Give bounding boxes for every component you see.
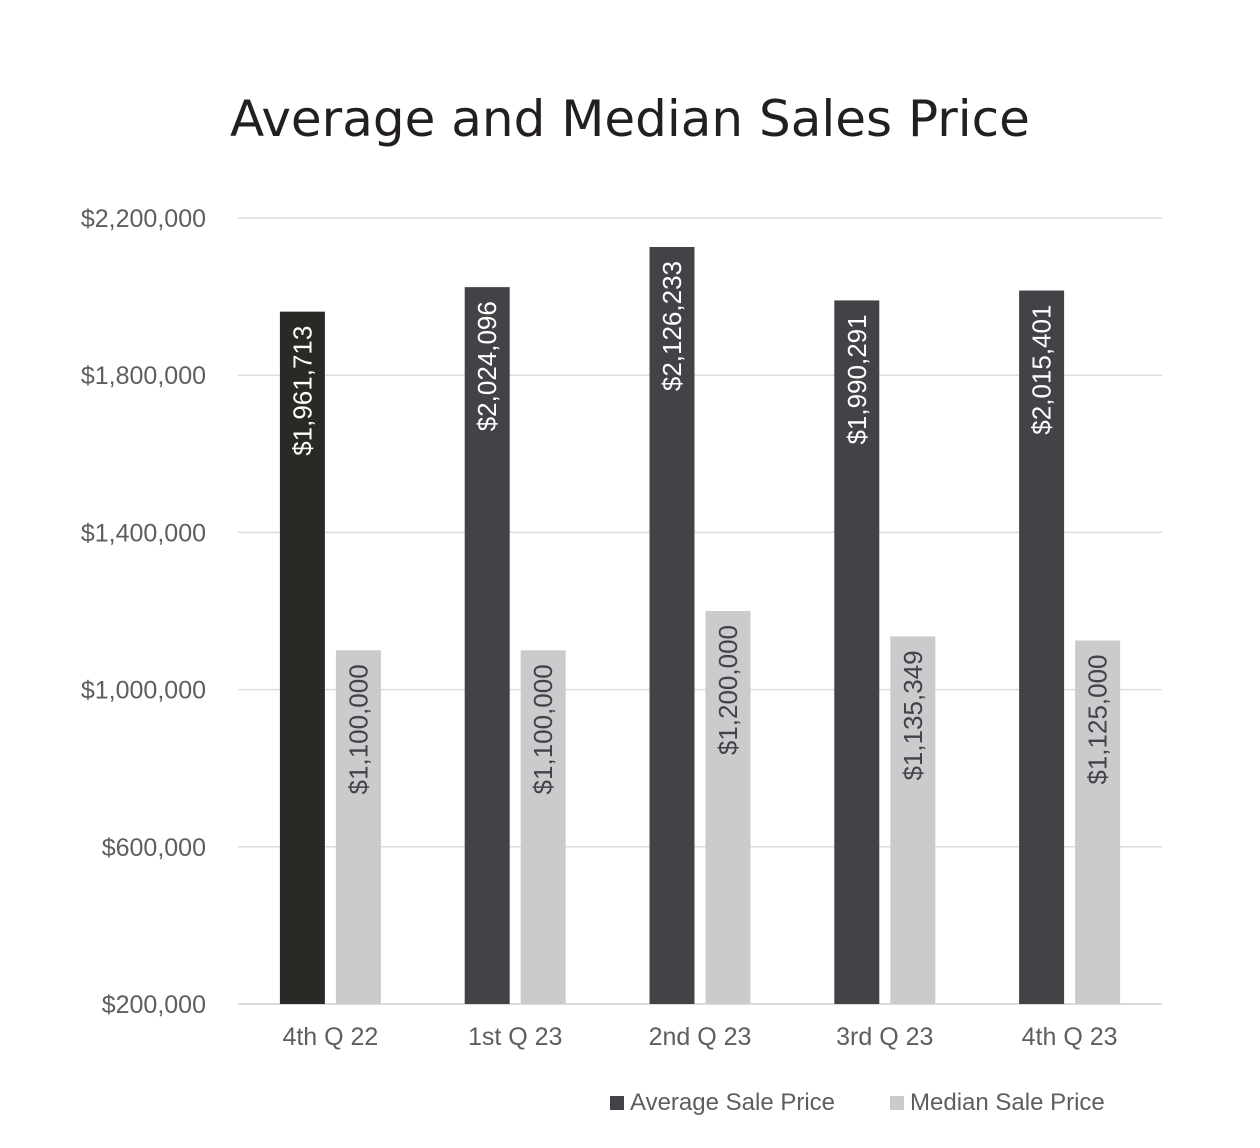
data-label-average: $2,126,233 xyxy=(657,261,687,391)
bar-median-sale-price xyxy=(890,636,936,1004)
bar-average-sale-price xyxy=(464,287,510,1005)
x-axis-ticks: 4th Q 22 1st Q 23 2nd Q 23 3rd Q 23 4th Q 23 xyxy=(282,1023,1117,1051)
bars xyxy=(279,246,1121,1005)
legend: Average Sale Price Median Sale Price xyxy=(610,1089,1105,1116)
data-label-average: $2,015,401 xyxy=(1027,305,1057,435)
data-label-median: $1,200,000 xyxy=(713,625,743,755)
y-tick-label: $200,000 xyxy=(102,991,206,1019)
y-tick-label: $2,200,000 xyxy=(81,205,206,233)
chart-title: Average and Median Sales Price xyxy=(230,90,1030,148)
grid-lines xyxy=(238,217,1162,1005)
data-label-average: $1,990,291 xyxy=(842,314,872,444)
bar-median-sale-price xyxy=(335,650,381,1004)
bar-average-sale-price xyxy=(1019,290,1065,1005)
bar-median-sale-price xyxy=(520,650,566,1004)
x-tick-label: 2nd Q 23 xyxy=(649,1023,752,1051)
x-tick-label: 4th Q 22 xyxy=(282,1023,378,1051)
bar-average-sale-price xyxy=(834,300,880,1004)
data-labels: $1,961,713 $1,100,000 $2,024,096 $1,100,000… xyxy=(287,261,1112,794)
bar-median-sale-price xyxy=(1075,640,1121,1004)
data-label-median: $1,100,000 xyxy=(343,664,373,794)
y-tick-label: $1,800,000 xyxy=(81,362,206,390)
data-label-median: $1,125,000 xyxy=(1083,654,1113,784)
y-tick-label: $1,400,000 xyxy=(81,519,206,547)
legend-swatch-average xyxy=(610,1096,624,1110)
data-label-average: $2,024,096 xyxy=(472,301,502,431)
data-label-average: $1,961,713 xyxy=(287,326,317,456)
data-label-median: $1,135,349 xyxy=(898,650,928,780)
legend-label-median: Median Sale Price xyxy=(910,1089,1105,1116)
x-tick-label: 4th Q 23 xyxy=(1022,1023,1118,1051)
data-label-median: $1,100,000 xyxy=(528,664,558,794)
y-tick-label: $600,000 xyxy=(102,834,206,862)
legend-label-average: Average Sale Price xyxy=(630,1089,835,1116)
bar-average-sale-price xyxy=(279,311,325,1004)
bar-median-sale-price xyxy=(705,611,751,1004)
x-tick-label: 1st Q 23 xyxy=(468,1023,563,1051)
y-tick-label: $1,000,000 xyxy=(81,677,206,705)
bar-average-sale-price xyxy=(649,246,695,1005)
x-tick-label: 3rd Q 23 xyxy=(836,1023,933,1051)
y-axis-ticks: $200,000 $600,000 $1,000,000 $1,400,000 $1,8… xyxy=(81,205,206,1019)
legend-swatch-median xyxy=(890,1096,904,1110)
